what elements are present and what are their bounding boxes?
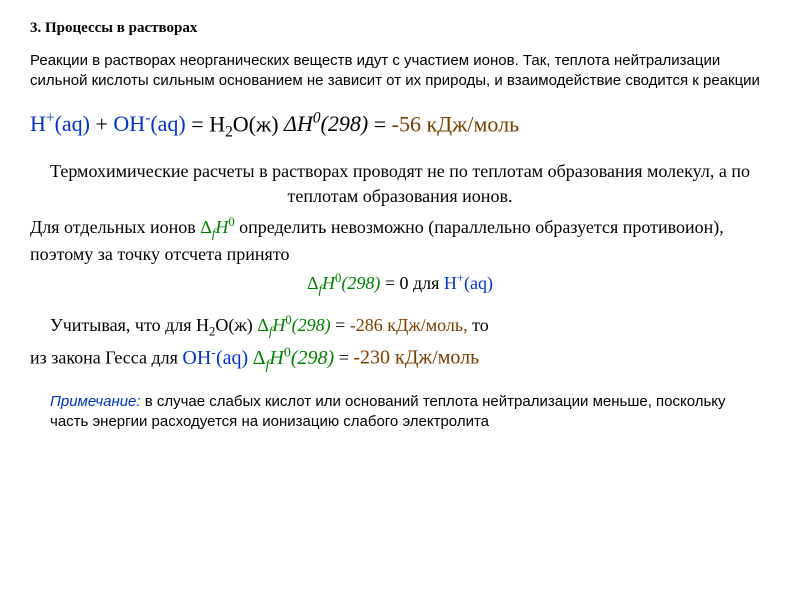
body-paragraph-2: Для отдельных ионов ΔfH0 определить нево… bbox=[30, 214, 770, 267]
eq-h-cation: H+(aq) bbox=[30, 111, 90, 136]
eq-delta-h: ΔH0(298) bbox=[284, 111, 368, 136]
note-paragraph: Примечание: в случае слабых кислот или о… bbox=[30, 392, 770, 433]
main-equation: H+(aq) + OH-(aq) = H2O(ж) ΔH0(298) = -56… bbox=[30, 110, 770, 142]
calc2-value: -230 кДж/моль bbox=[353, 347, 479, 369]
calc2-species: OH-(aq) bbox=[182, 347, 248, 369]
calc1-species: H2O(ж) bbox=[196, 315, 253, 335]
eq-oh-anion: OH-(aq) bbox=[113, 111, 185, 136]
calc2-delta: ΔfH0(298) bbox=[253, 347, 335, 369]
calc1-value: -286 кДж/моль, bbox=[350, 315, 468, 335]
calc-line-2: из закона Гесса для OH-(aq) ΔfH0(298) = … bbox=[30, 343, 770, 376]
body-paragraph-1: Термохимические расчеты в растворах пров… bbox=[30, 159, 770, 208]
calc1-delta: ΔfH0(298) bbox=[257, 315, 330, 335]
section-heading: 3. Процессы в растворах bbox=[30, 20, 770, 37]
note-label: Примечание: bbox=[50, 393, 141, 410]
eq-value: -56 кДж/моль bbox=[392, 111, 519, 136]
note-text: в случае слабых кислот или оснований теп… bbox=[50, 393, 726, 430]
reference-point: ΔfH0(298) = 0 для H+(aq) bbox=[30, 271, 770, 298]
calc-line-1: Учитывая, что для H2O(ж) ΔfH0(298) = -28… bbox=[30, 311, 770, 341]
ref-delta: ΔfH0(298) bbox=[307, 273, 380, 293]
intro-paragraph: Реакции в растворах неорганических вещес… bbox=[30, 51, 770, 92]
delta-f-h: ΔfH0 bbox=[200, 217, 234, 237]
ref-species: H+(aq) bbox=[444, 273, 493, 293]
